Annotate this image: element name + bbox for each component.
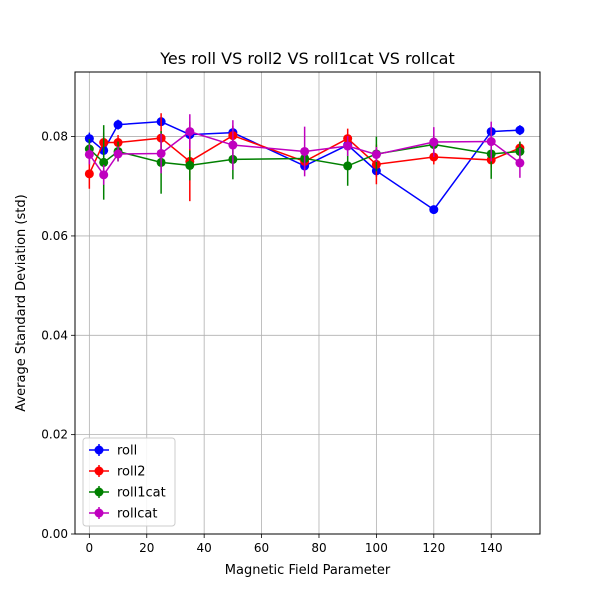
plot-area <box>84 113 525 215</box>
x-tick-label: 80 <box>311 541 326 555</box>
legend-marker <box>94 508 104 518</box>
legend-marker <box>94 445 104 455</box>
data-point <box>185 127 195 137</box>
y-tick-label: 0.00 <box>41 527 68 541</box>
data-point <box>99 157 109 167</box>
chart-title: Yes roll VS roll2 VS roll1cat VS rollcat <box>159 49 454 68</box>
data-point <box>371 149 381 159</box>
data-point <box>84 169 94 179</box>
data-point <box>113 120 123 130</box>
y-tick-label: 0.04 <box>41 328 68 342</box>
axes-frame <box>74 71 541 535</box>
data-point <box>156 148 166 158</box>
x-tick-label: 40 <box>197 541 212 555</box>
data-point <box>486 137 496 147</box>
x-tick-label: 0 <box>86 541 94 555</box>
axis-ticks: 0 20 40 60 80 100 120 140 0.00 0.02 0.04 0.06 0.08 <box>41 130 502 555</box>
data-point <box>515 125 525 135</box>
legend-box <box>82 437 176 527</box>
data-point <box>99 170 109 180</box>
legend-entry: rollcat <box>89 507 157 522</box>
legend-entry: roll <box>89 444 137 459</box>
legend: roll roll2 roll1cat rollcat <box>82 437 176 527</box>
x-tick-label: 20 <box>139 541 154 555</box>
data-point <box>343 141 353 151</box>
y-tick-label: 0.06 <box>41 229 68 243</box>
y-tick-label: 0.02 <box>41 428 68 442</box>
data-point <box>515 158 525 168</box>
series-rollcat <box>84 114 525 185</box>
data-point <box>113 149 123 159</box>
y-tick-label: 0.08 <box>41 130 68 144</box>
legend-entry: roll1cat <box>89 486 166 501</box>
x-tick-label: 60 <box>254 541 269 555</box>
legend-label: roll1cat <box>117 486 166 501</box>
data-point <box>429 205 439 215</box>
x-axis-label: Magnetic Field Parameter <box>225 563 391 578</box>
legend-label: roll2 <box>117 465 146 480</box>
data-point <box>300 146 310 156</box>
x-tick-label: 140 <box>480 541 503 555</box>
data-point <box>84 134 94 144</box>
legend-marker <box>94 487 104 497</box>
x-tick-label: 120 <box>422 541 445 555</box>
data-point <box>185 160 195 170</box>
data-point <box>84 149 94 159</box>
data-point <box>228 140 238 150</box>
data-point <box>343 161 353 171</box>
legend-label: roll <box>117 444 137 459</box>
legend-marker <box>94 466 104 476</box>
data-point <box>429 137 439 147</box>
legend-entry: roll2 <box>89 465 146 480</box>
legend-label: rollcat <box>117 507 157 522</box>
x-tick-label: 100 <box>365 541 388 555</box>
y-axis-label: Average Standard Deviation (std) <box>14 194 29 411</box>
